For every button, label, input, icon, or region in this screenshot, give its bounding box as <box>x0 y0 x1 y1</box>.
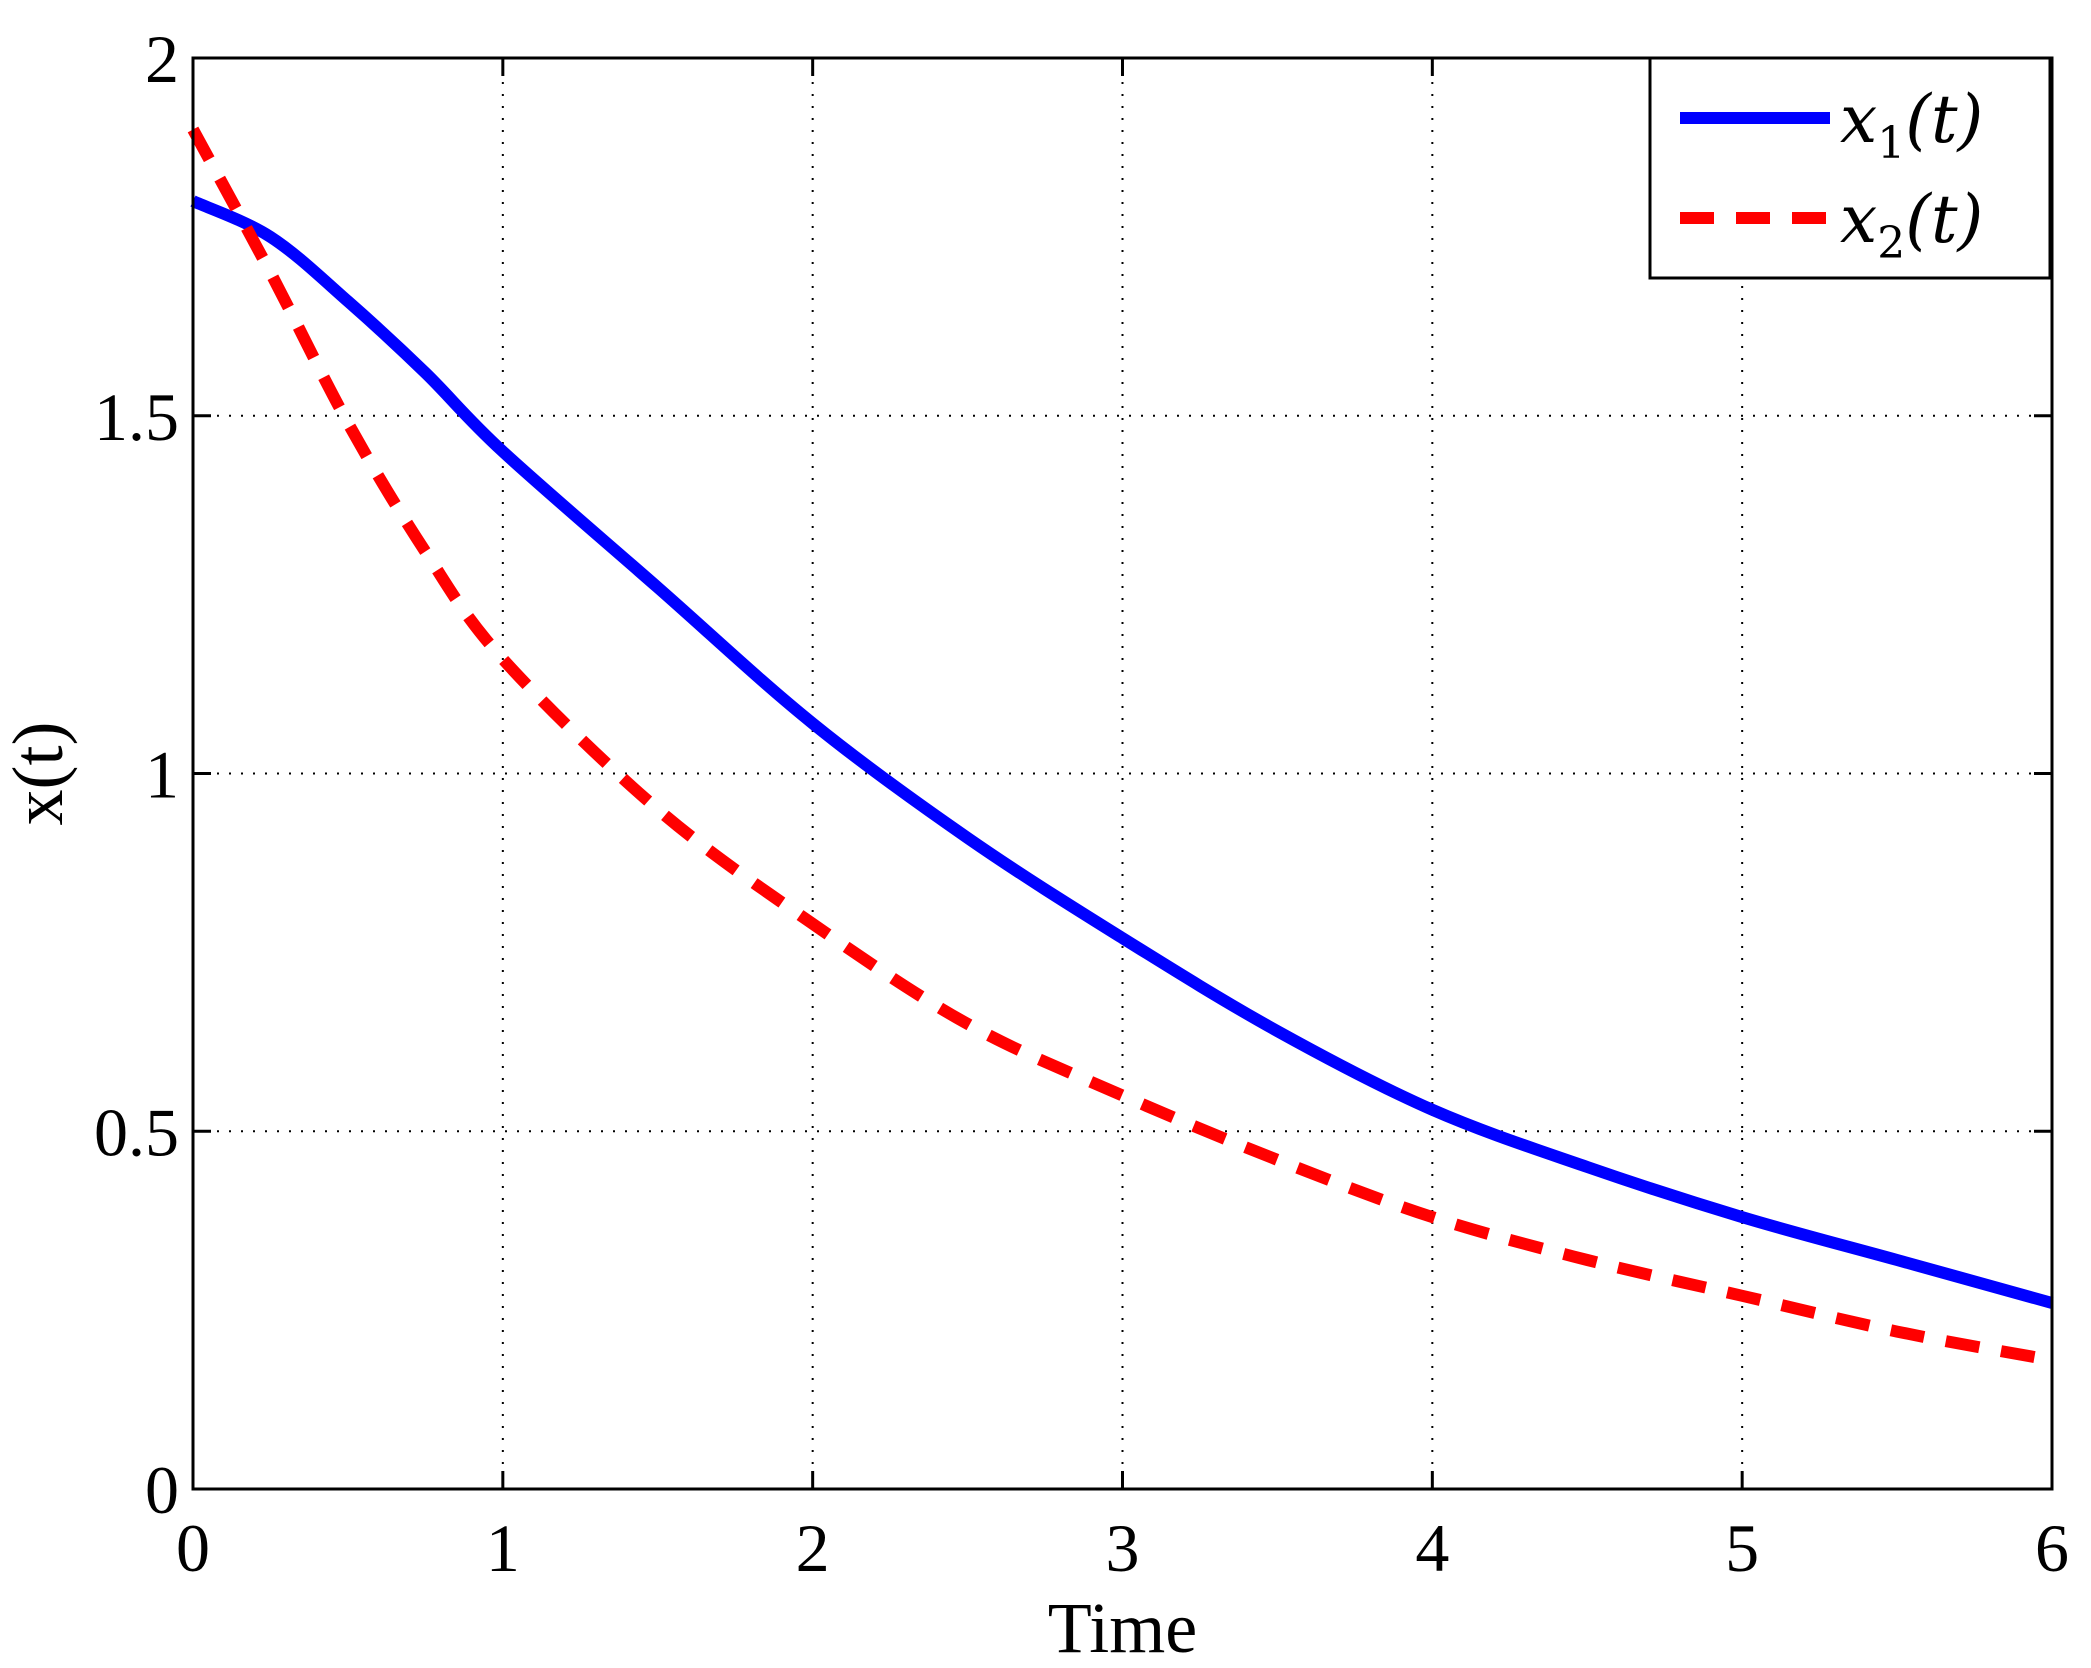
y-tick-label: 1 <box>145 737 179 813</box>
y-tick-labels: 0 0.5 1 1.5 2 <box>94 21 179 1528</box>
legend-label-2: x2(t) <box>1840 181 1983 269</box>
x-tick-labels: 0 1 2 3 4 5 6 <box>176 1510 2069 1586</box>
x-tick-label: 1 <box>486 1510 520 1586</box>
x-axis-label: Time <box>1048 1588 1197 1668</box>
x-tick-label: 0 <box>176 1510 210 1586</box>
legend-label-tail: (t) <box>1905 81 1983 158</box>
y-axis-label: x(t) <box>0 722 78 826</box>
legend-box <box>1648 56 2052 280</box>
legend-label-1: x1(t) <box>1840 81 1983 169</box>
legend-label-subscript: 1 <box>1877 118 1905 169</box>
y-tick-label: 0 <box>145 1452 179 1528</box>
series-line-1 <box>190 195 2054 1309</box>
y-tick-label: 1.5 <box>94 379 179 455</box>
x-tick-label: 3 <box>1106 1510 1140 1586</box>
legend-label-main: x <box>1840 81 1877 158</box>
legend-label-tail: (t) <box>1905 181 1983 258</box>
x-tick-label: 5 <box>1725 1510 1759 1586</box>
legend-label-subscript: 2 <box>1877 218 1905 269</box>
x-tick-label: 6 <box>2035 1510 2069 1586</box>
legend: x1(t)x2(t) <box>1648 56 2052 280</box>
x-tick-label: 4 <box>1415 1510 1449 1586</box>
y-tick-label: 2 <box>145 21 179 97</box>
legend-label-main: x <box>1840 181 1877 258</box>
y-tick-label: 0.5 <box>94 1094 179 1170</box>
series-line-2 <box>187 126 2054 1367</box>
series-lines <box>187 126 2054 1367</box>
grid-lines <box>193 58 2052 1489</box>
x-tick-label: 2 <box>796 1510 830 1586</box>
